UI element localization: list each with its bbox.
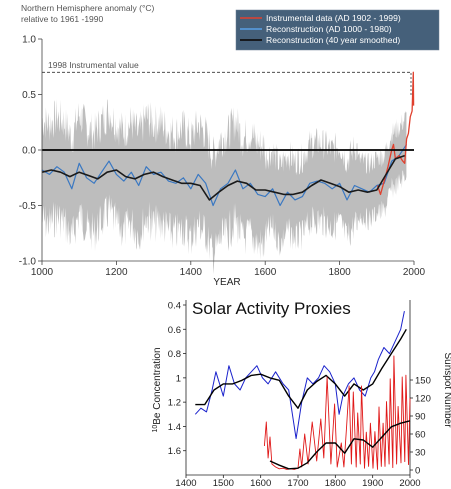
top-chart-title: Northern Hemisphere anomaly (°C) xyxy=(21,3,154,13)
bottom-left-tick-label: 1.4 xyxy=(168,422,181,433)
bottom-right-tick-label: 60 xyxy=(415,430,426,441)
bottom-x-tick-label: 2000 xyxy=(399,478,420,489)
top-x-tick-label: 2000 xyxy=(403,267,426,278)
top-x-tick-label: 1800 xyxy=(328,267,351,278)
legend-label-reconstruction: Reconstruction (AD 1000 - 1980) xyxy=(266,24,392,34)
legend-label-smoothed: Reconstruction (40 year smoothed) xyxy=(266,35,400,45)
series-smoothed xyxy=(41,154,405,201)
top-x-tick-labels: 1000 1200 1400 1600 1800 2000 xyxy=(31,261,426,278)
bottom-right-tick-label: 90 xyxy=(415,412,426,423)
bottom-x-tick-label: 1600 xyxy=(250,478,271,489)
top-y-tick-labels: 1.0 0.5 0.0 -0.5 -1.0 xyxy=(19,35,42,268)
top-y-tick-label: 0.5 xyxy=(22,90,36,101)
top-x-tick-label: 1400 xyxy=(180,267,203,278)
bottom-left-tick-label: 0.4 xyxy=(168,301,181,312)
series-sunspot-smoothed xyxy=(269,420,411,470)
series-be10 xyxy=(194,311,405,440)
right-axis-label: Sunspot Number xyxy=(442,352,451,428)
top-chart-subtitle: relative to 1961 -1990 xyxy=(21,14,103,24)
top-y-tick-label: -0.5 xyxy=(19,201,37,212)
bottom-right-tick-label: 150 xyxy=(415,376,431,387)
bottom-x-tick-label: 1900 xyxy=(362,478,383,489)
nh-temperature-chart: Northern Hemisphere anomaly (°C) relativ… xyxy=(19,3,440,288)
top-x-tick-label: 1000 xyxy=(31,267,54,278)
bottom-x-tick-label: 1500 xyxy=(213,478,234,489)
bottom-left-tick-label: 0.8 xyxy=(168,349,181,360)
legend-label-instrumental: Instrumental data (AD 1902 - 1999) xyxy=(266,13,401,23)
bottom-left-tick-label: 0.6 xyxy=(168,325,181,336)
bottom-right-tick-label: 0 xyxy=(415,466,420,477)
bottom-right-tick-label: 30 xyxy=(415,448,426,459)
bottom-x-tick-label: 1700 xyxy=(287,478,308,489)
bottom-x-tick-label: 1400 xyxy=(175,478,196,489)
top-x-tick-label: 1200 xyxy=(105,267,128,278)
bottom-series-lines xyxy=(194,311,411,470)
series-sunspot xyxy=(263,355,411,470)
bottom-chart-title: Solar Activity Proxies xyxy=(192,299,351,318)
top-series-lines xyxy=(41,71,415,207)
series-be10-smoothed xyxy=(195,328,407,409)
bottom-left-tick-label: 1 xyxy=(176,373,181,384)
reference-line-label: 1998 Instrumental value xyxy=(48,60,139,70)
solar-proxies-chart: Solar Activity Proxies 0.4 0.6 0.8 1 1.2 1.4 1… xyxy=(152,299,451,489)
bottom-x-tick-label: 1800 xyxy=(325,478,346,489)
top-x-tick-label: 1600 xyxy=(254,267,277,278)
top-x-axis-label: YEAR xyxy=(213,277,240,288)
bottom-left-tick-label: 1.2 xyxy=(168,398,181,409)
series-reconstruction xyxy=(41,144,408,207)
top-y-tick-label: 0.0 xyxy=(22,146,36,157)
bottom-right-tick-label: 120 xyxy=(415,394,431,405)
left-axis-label: 10Be Concentration xyxy=(152,347,164,432)
bottom-x-tick-labels: 1400 1500 1600 1700 1800 1900 2000 xyxy=(175,475,421,489)
top-legend: Instrumental data (AD 1902 - 1999) Recon… xyxy=(235,9,440,51)
bottom-left-tick-labels: 0.4 0.6 0.8 1 1.2 1.4 1.6 xyxy=(168,301,186,457)
bottom-right-tick-labels: 150 120 90 60 30 0 xyxy=(410,376,431,477)
top-y-tick-label: -1.0 xyxy=(19,257,37,268)
top-y-tick-label: 1.0 xyxy=(22,35,36,46)
legend-box xyxy=(235,9,440,51)
bottom-left-tick-label: 1.6 xyxy=(168,446,181,457)
